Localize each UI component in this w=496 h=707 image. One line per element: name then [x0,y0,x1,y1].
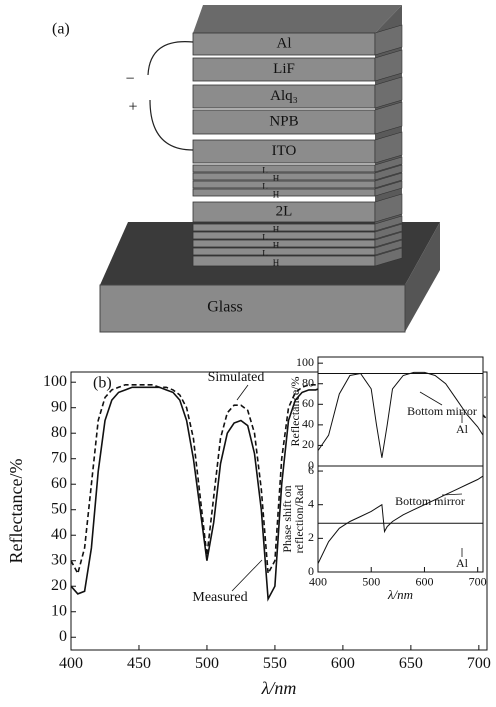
x-tick-label: 650 [399,655,423,672]
x-axis-label: λ/nm [261,678,297,698]
wire [148,42,193,75]
y-tick-label: 80 [302,375,314,389]
layer-label: LiF [273,61,295,77]
y-tick-label: 30 [51,551,67,568]
series-label: Measured [192,590,247,605]
y-tick-label: 100 [296,355,314,369]
x-tick-label: 600 [415,575,433,589]
x-tick-label: 400 [59,655,83,672]
layer-label: 2L [276,203,293,219]
x-tick-label: 600 [331,655,355,672]
layer [193,189,375,196]
y-tick-label: 10 [51,602,67,619]
y-axis-label: reflection/Rad [292,485,306,554]
y-axis-label: Reflectance/% [6,459,26,564]
y-tick-label: 60 [51,475,67,492]
x-tick-label: 700 [469,575,487,589]
layer [193,240,375,247]
substrate-label: Glass [207,299,243,316]
panel-label: (b) [93,375,112,392]
y-tick-label: 0 [59,628,67,645]
x-tick-label: 450 [127,655,151,672]
y-tick-label: 40 [51,526,67,543]
series-label: Bottom mirror [395,494,465,508]
layer-label: Alq₃ [270,88,298,104]
y-tick-label: 50 [51,500,67,517]
layer [193,256,375,266]
layer-label: ITO [272,143,297,159]
wire [150,100,193,150]
y-tick-label: 2 [308,530,314,544]
layer-label: H [273,258,280,268]
stack-top [193,5,402,33]
series-label: Al [456,422,469,436]
figure: (a) Glass AlLiFAlq₃NPBITOLHLH2LHLHLH − +… [0,0,496,707]
y-tick-label: 6 [308,463,314,477]
layer [193,248,375,255]
substrate-front [100,285,405,332]
y-tick-label: 20 [302,437,314,451]
polarity: − [125,71,134,88]
x-tick-label: 500 [195,655,219,672]
y-tick-label: 20 [51,577,67,594]
y-tick-label: 70 [51,449,67,466]
x-tick-label: 400 [309,575,327,589]
layer-label: NPB [269,113,298,129]
y-axis-label: Reflectance/% [288,377,302,447]
x-tick-label: 700 [467,655,491,672]
x-tick-label: 550 [263,655,287,672]
layer [193,232,375,239]
x-tick-label: 500 [362,575,380,589]
layer [193,224,375,231]
x-axis-label: λ/nm [387,587,413,602]
y-tick-label: 90 [51,398,67,415]
layer-label: H [273,190,280,200]
layer [193,165,375,172]
panel-label: (a) [52,21,70,38]
polarity: + [128,99,137,116]
layer [193,173,375,180]
y-tick-label: 100 [43,373,67,390]
series-label: Al [456,556,469,570]
layer [193,181,375,188]
y-tick-label: 40 [302,417,314,431]
y-tick-label: 80 [51,424,67,441]
series-label: Bottom mirror [407,404,477,418]
series-label: Simulated [208,370,265,385]
y-tick-label: 60 [302,396,314,410]
layer-label: Al [277,35,292,51]
y-tick-label: 4 [308,496,314,510]
